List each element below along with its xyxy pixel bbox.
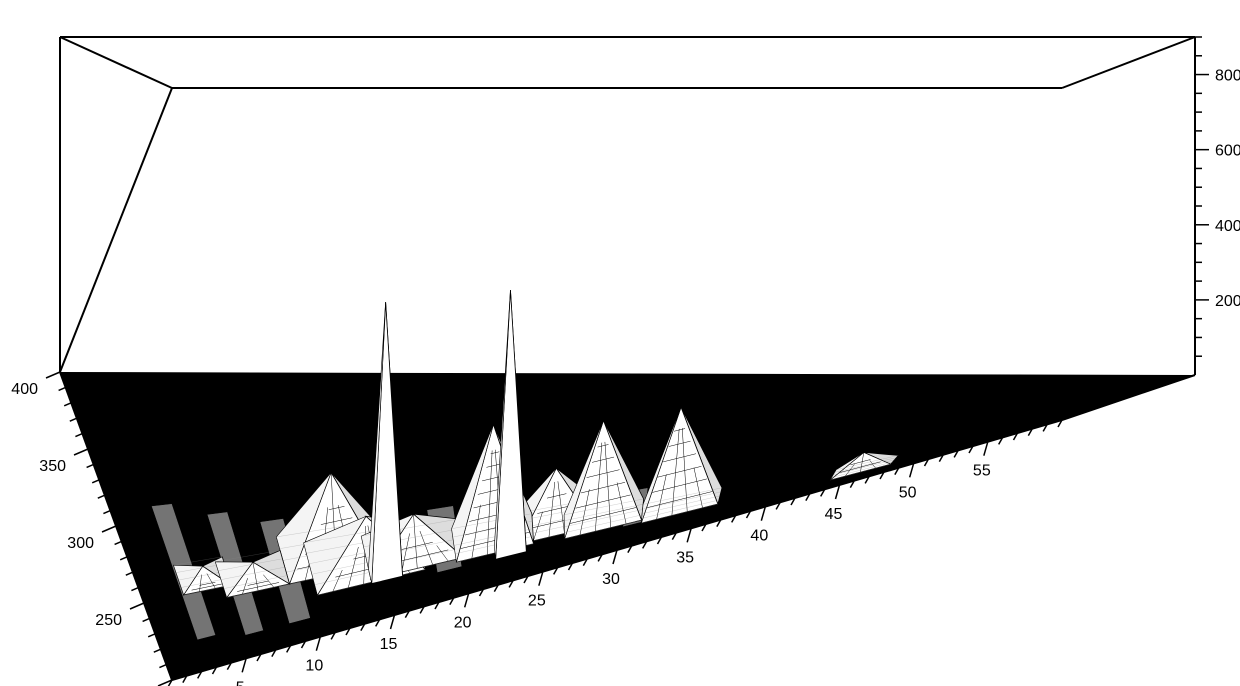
x-tick-label: 50: [899, 484, 917, 501]
y-tick-label: 400: [11, 381, 38, 398]
y-tick-label: 300: [67, 535, 94, 552]
x-tick-label: 40: [750, 528, 768, 545]
x-tick-label: 55: [973, 463, 991, 480]
x-tick-label: 15: [380, 636, 398, 653]
z-tick-label: 400: [1215, 218, 1240, 235]
y-tick-label: 350: [39, 458, 66, 475]
box-frame: [60, 37, 1195, 375]
x-tick-label: 20: [454, 614, 472, 631]
3d-surface-chart: 5101520253035404550552002503003504002004…: [0, 0, 1240, 686]
x-tick-label: 10: [305, 658, 323, 675]
x-tick-label: 30: [602, 571, 620, 588]
x-tick-label: 35: [676, 549, 694, 566]
z-tick-label: 800: [1215, 68, 1240, 85]
z-tick-label: 200: [1215, 293, 1240, 310]
x-tick-label: 25: [528, 593, 546, 610]
y-tick-label: 250: [95, 612, 122, 629]
chart-svg: 5101520253035404550552002503003504002004…: [0, 0, 1240, 686]
x-tick-label: 45: [825, 506, 843, 523]
x-tick-label: 5: [236, 679, 245, 686]
z-tick-label: 600: [1215, 143, 1240, 160]
